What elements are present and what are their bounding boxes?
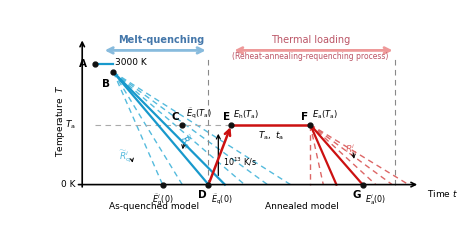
- Text: Annealed model: Annealed model: [265, 202, 339, 212]
- Text: As-quenched model: As-quenched model: [109, 202, 200, 212]
- Text: $\widetilde{E}_\mathrm{q}(T_\mathrm{a})$: $\widetilde{E}_\mathrm{q}(T_\mathrm{a})$: [185, 106, 212, 121]
- Text: Temperature  $T$: Temperature $T$: [55, 84, 67, 157]
- Text: E: E: [223, 112, 230, 122]
- Text: $E_\mathrm{h}(T_\mathrm{a})$: $E_\mathrm{h}(T_\mathrm{a})$: [233, 108, 259, 121]
- Text: $\widetilde{R}_\mathrm{q}^i$: $\widetilde{R}_\mathrm{q}^i$: [119, 148, 131, 165]
- Text: 3000 K: 3000 K: [115, 58, 147, 67]
- Text: $E_\mathrm{a}^i(0)$: $E_\mathrm{a}^i(0)$: [365, 192, 387, 207]
- Text: B: B: [102, 79, 110, 88]
- Text: $\widetilde{E}_\mathrm{q}^i(0)$: $\widetilde{E}_\mathrm{q}^i(0)$: [152, 192, 173, 208]
- Text: $\widetilde{E}_\mathrm{q}(0)$: $\widetilde{E}_\mathrm{q}(0)$: [211, 192, 233, 207]
- Text: $\widetilde{R}_\mathrm{q}$: $\widetilde{R}_\mathrm{q}$: [176, 132, 195, 151]
- Text: Time $t$: Time $t$: [427, 188, 458, 199]
- Text: $R_\mathrm{q}^i$: $R_\mathrm{q}^i$: [345, 142, 356, 158]
- Text: Melt-quenching: Melt-quenching: [118, 35, 204, 45]
- Text: $T_\mathrm{a},\ t_\mathrm{a}$: $T_\mathrm{a},\ t_\mathrm{a}$: [258, 130, 284, 142]
- Text: $T_\mathrm{a}$: $T_\mathrm{a}$: [65, 118, 76, 131]
- Text: 0 K: 0 K: [61, 180, 76, 189]
- Text: G: G: [353, 190, 361, 200]
- Text: F: F: [301, 112, 309, 122]
- Text: D: D: [198, 190, 207, 200]
- Text: $10^{13}$ K/s: $10^{13}$ K/s: [223, 155, 257, 168]
- Text: $E_\mathrm{a}(T_\mathrm{a})$: $E_\mathrm{a}(T_\mathrm{a})$: [312, 108, 337, 121]
- Text: Thermal loading: Thermal loading: [271, 35, 350, 45]
- Text: A: A: [79, 59, 87, 69]
- Text: (Reheat-annealing-requenching process): (Reheat-annealing-requenching process): [232, 52, 388, 61]
- Text: C: C: [171, 112, 179, 122]
